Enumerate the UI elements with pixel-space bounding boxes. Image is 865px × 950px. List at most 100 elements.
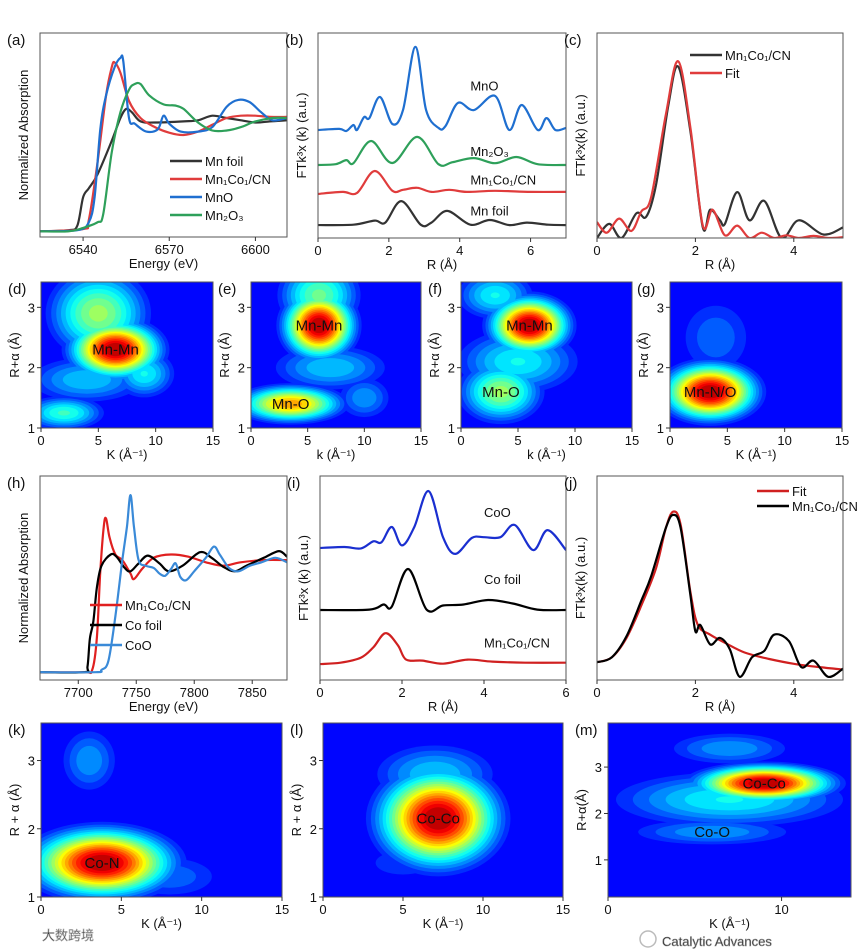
y-tick-label: 1 — [28, 890, 35, 905]
heatmap-contour-level — [76, 745, 103, 776]
x-tick-label: 7800 — [180, 685, 209, 700]
series-line-c-0 — [597, 65, 843, 238]
x-tick-label: 10 — [774, 902, 788, 917]
y-tick-label: 2 — [238, 361, 245, 376]
y-axis-label: R + α (Å) — [289, 784, 304, 837]
heatmap-contour-level — [715, 796, 744, 803]
heatmap-contour-level — [85, 854, 119, 871]
panel-m-plot-area — [608, 723, 851, 897]
heatmap-contour-level — [279, 399, 302, 408]
legend-label: Fit — [792, 484, 807, 499]
panel-b-plot-area — [318, 45, 566, 228]
x-tick-label: 2 — [385, 243, 392, 258]
y-tick-label: 2 — [28, 361, 35, 376]
y-axis-label: Normalized Absorption — [16, 513, 31, 644]
series-line-j-0 — [597, 510, 843, 671]
x-tick-label: 15 — [835, 433, 849, 448]
x-axis-label: R (Å) — [705, 699, 735, 714]
y-tick-label: 1 — [595, 853, 602, 868]
legend-label: Mn foil — [205, 154, 243, 169]
panel-c-plot-area — [597, 60, 843, 238]
x-axis-label: K (Å⁻¹) — [423, 916, 464, 931]
series-line-c-1 — [597, 60, 843, 238]
curve-label: Mn₁Co₁/CN — [484, 635, 550, 650]
legend-label: Mn₂O₃ — [205, 208, 244, 223]
y-axis-label: FTk³x(k) (a.u.) — [573, 537, 588, 619]
x-tick-label: 0 — [37, 433, 44, 448]
heatmap-contour-level — [424, 807, 453, 830]
panel-a-plot-area — [40, 54, 287, 233]
x-tick-label: 0 — [666, 433, 673, 448]
y-axis-label: R+α(Å) — [574, 789, 589, 831]
curve-label: Mn foil — [470, 203, 508, 218]
x-tick-label: 6 — [562, 685, 569, 700]
y-tick-label: 3 — [595, 760, 602, 775]
heatmap-contour-level — [490, 292, 500, 299]
x-tick-label: 10 — [148, 433, 162, 448]
y-axis-label: R+α (Å) — [636, 332, 651, 377]
panel-frame — [596, 475, 844, 681]
x-tick-label: 6570 — [155, 242, 184, 257]
series-line-b-1 — [318, 135, 566, 167]
heatmap-peak-label: Co-N — [85, 855, 120, 872]
x-tick-label: 0 — [604, 902, 611, 917]
x-axis-label: K (Å⁻¹) — [709, 916, 750, 931]
curve-label: CoO — [484, 505, 511, 520]
x-tick-label: 15 — [414, 433, 428, 448]
heatmap-contour-level — [310, 317, 328, 334]
x-tick-label: 0 — [247, 433, 254, 448]
x-tick-label: 2 — [692, 243, 699, 258]
heatmap-contour-level — [510, 357, 526, 366]
heatmap-contour-level — [675, 825, 750, 839]
x-axis-label: R (Å) — [705, 257, 735, 272]
x-axis-label: k (Å⁻¹) — [317, 447, 356, 462]
x-tick-label: 4 — [790, 685, 797, 700]
panel-letter: (j) — [564, 475, 577, 492]
series-line-b-2 — [318, 169, 566, 196]
heatmap-peak-label: Mn-O — [272, 396, 310, 413]
series-line-j-1 — [597, 513, 843, 678]
y-axis-label: Normalized Absorption — [16, 70, 31, 201]
curve-label: Mn₂O₃ — [470, 144, 509, 159]
x-axis-label: Energy (eV) — [129, 256, 198, 271]
curve-label: Mn₁Co₁/CN — [470, 173, 536, 188]
panel-frame — [317, 32, 567, 239]
x-tick-label: 0 — [457, 433, 464, 448]
panel-frame — [596, 32, 844, 239]
x-axis-label: Energy (eV) — [129, 699, 198, 714]
heatmap-contour-level — [88, 305, 108, 322]
x-tick-label: 15 — [625, 433, 639, 448]
heatmap-contour-level — [748, 779, 781, 788]
y-tick-label: 3 — [657, 300, 664, 315]
y-tick-label: 3 — [28, 754, 35, 769]
legend-label: Mn₁Co₁/CN — [792, 499, 858, 514]
y-tick-label: 1 — [657, 421, 664, 436]
panel-letter: (i) — [287, 475, 300, 492]
panel-letter: (m) — [575, 722, 598, 739]
heatmap-peak-label: Mn-O — [482, 384, 520, 401]
legend-label: Mn₁Co₁/CN — [725, 48, 791, 63]
x-axis-label: R (Å) — [428, 699, 458, 714]
heatmap-contour-level — [306, 358, 355, 378]
panel-k-plot-area — [41, 723, 282, 897]
heatmap-contour-level — [62, 370, 111, 390]
x-axis-label: K (Å⁻¹) — [107, 447, 148, 462]
panel-d-plot-area — [41, 282, 213, 428]
x-tick-label: 4 — [456, 243, 463, 258]
heatmap-contour-level — [493, 386, 509, 398]
series-line-a-3 — [40, 81, 287, 233]
x-tick-label: 5 — [118, 902, 125, 917]
heatmap-peak-label: Mn-N/O — [684, 384, 737, 401]
series-line-i-0 — [320, 489, 566, 555]
series-line-i-2 — [320, 632, 566, 666]
heatmap-peak-label: Mn-Mn — [506, 317, 553, 334]
y-axis-label: R+α (Å) — [7, 332, 22, 377]
x-axis-label: K (Å⁻¹) — [736, 447, 777, 462]
x-tick-label: 6600 — [241, 242, 270, 257]
heatmap-peak-label: Co-O — [694, 824, 730, 841]
x-tick-label: 0 — [316, 685, 323, 700]
x-tick-label: 5 — [399, 902, 406, 917]
x-tick-label: 2 — [398, 685, 405, 700]
heatmap-contour-level — [312, 289, 326, 302]
panel-frame — [460, 281, 633, 429]
